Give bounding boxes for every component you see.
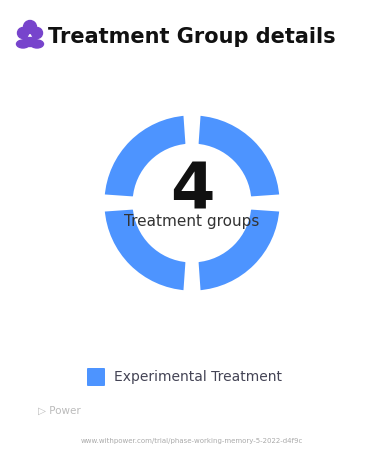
Circle shape: [31, 27, 43, 39]
Text: Treatment groups: Treatment groups: [124, 213, 260, 228]
Text: 4: 4: [170, 160, 214, 222]
Wedge shape: [196, 113, 282, 199]
Circle shape: [23, 20, 36, 33]
Ellipse shape: [30, 40, 43, 48]
Ellipse shape: [17, 40, 30, 48]
Text: Experimental Treatment: Experimental Treatment: [114, 370, 282, 384]
Wedge shape: [102, 207, 188, 293]
Wedge shape: [102, 113, 188, 199]
Wedge shape: [196, 207, 282, 293]
Text: Treatment Group details: Treatment Group details: [48, 27, 336, 47]
Text: www.withpower.com/trial/phase-working-memory-5-2022-d4f9c: www.withpower.com/trial/phase-working-me…: [81, 438, 303, 444]
Circle shape: [18, 27, 28, 39]
Text: ▷ Power: ▷ Power: [38, 406, 81, 416]
Ellipse shape: [22, 38, 38, 46]
FancyBboxPatch shape: [87, 368, 105, 386]
